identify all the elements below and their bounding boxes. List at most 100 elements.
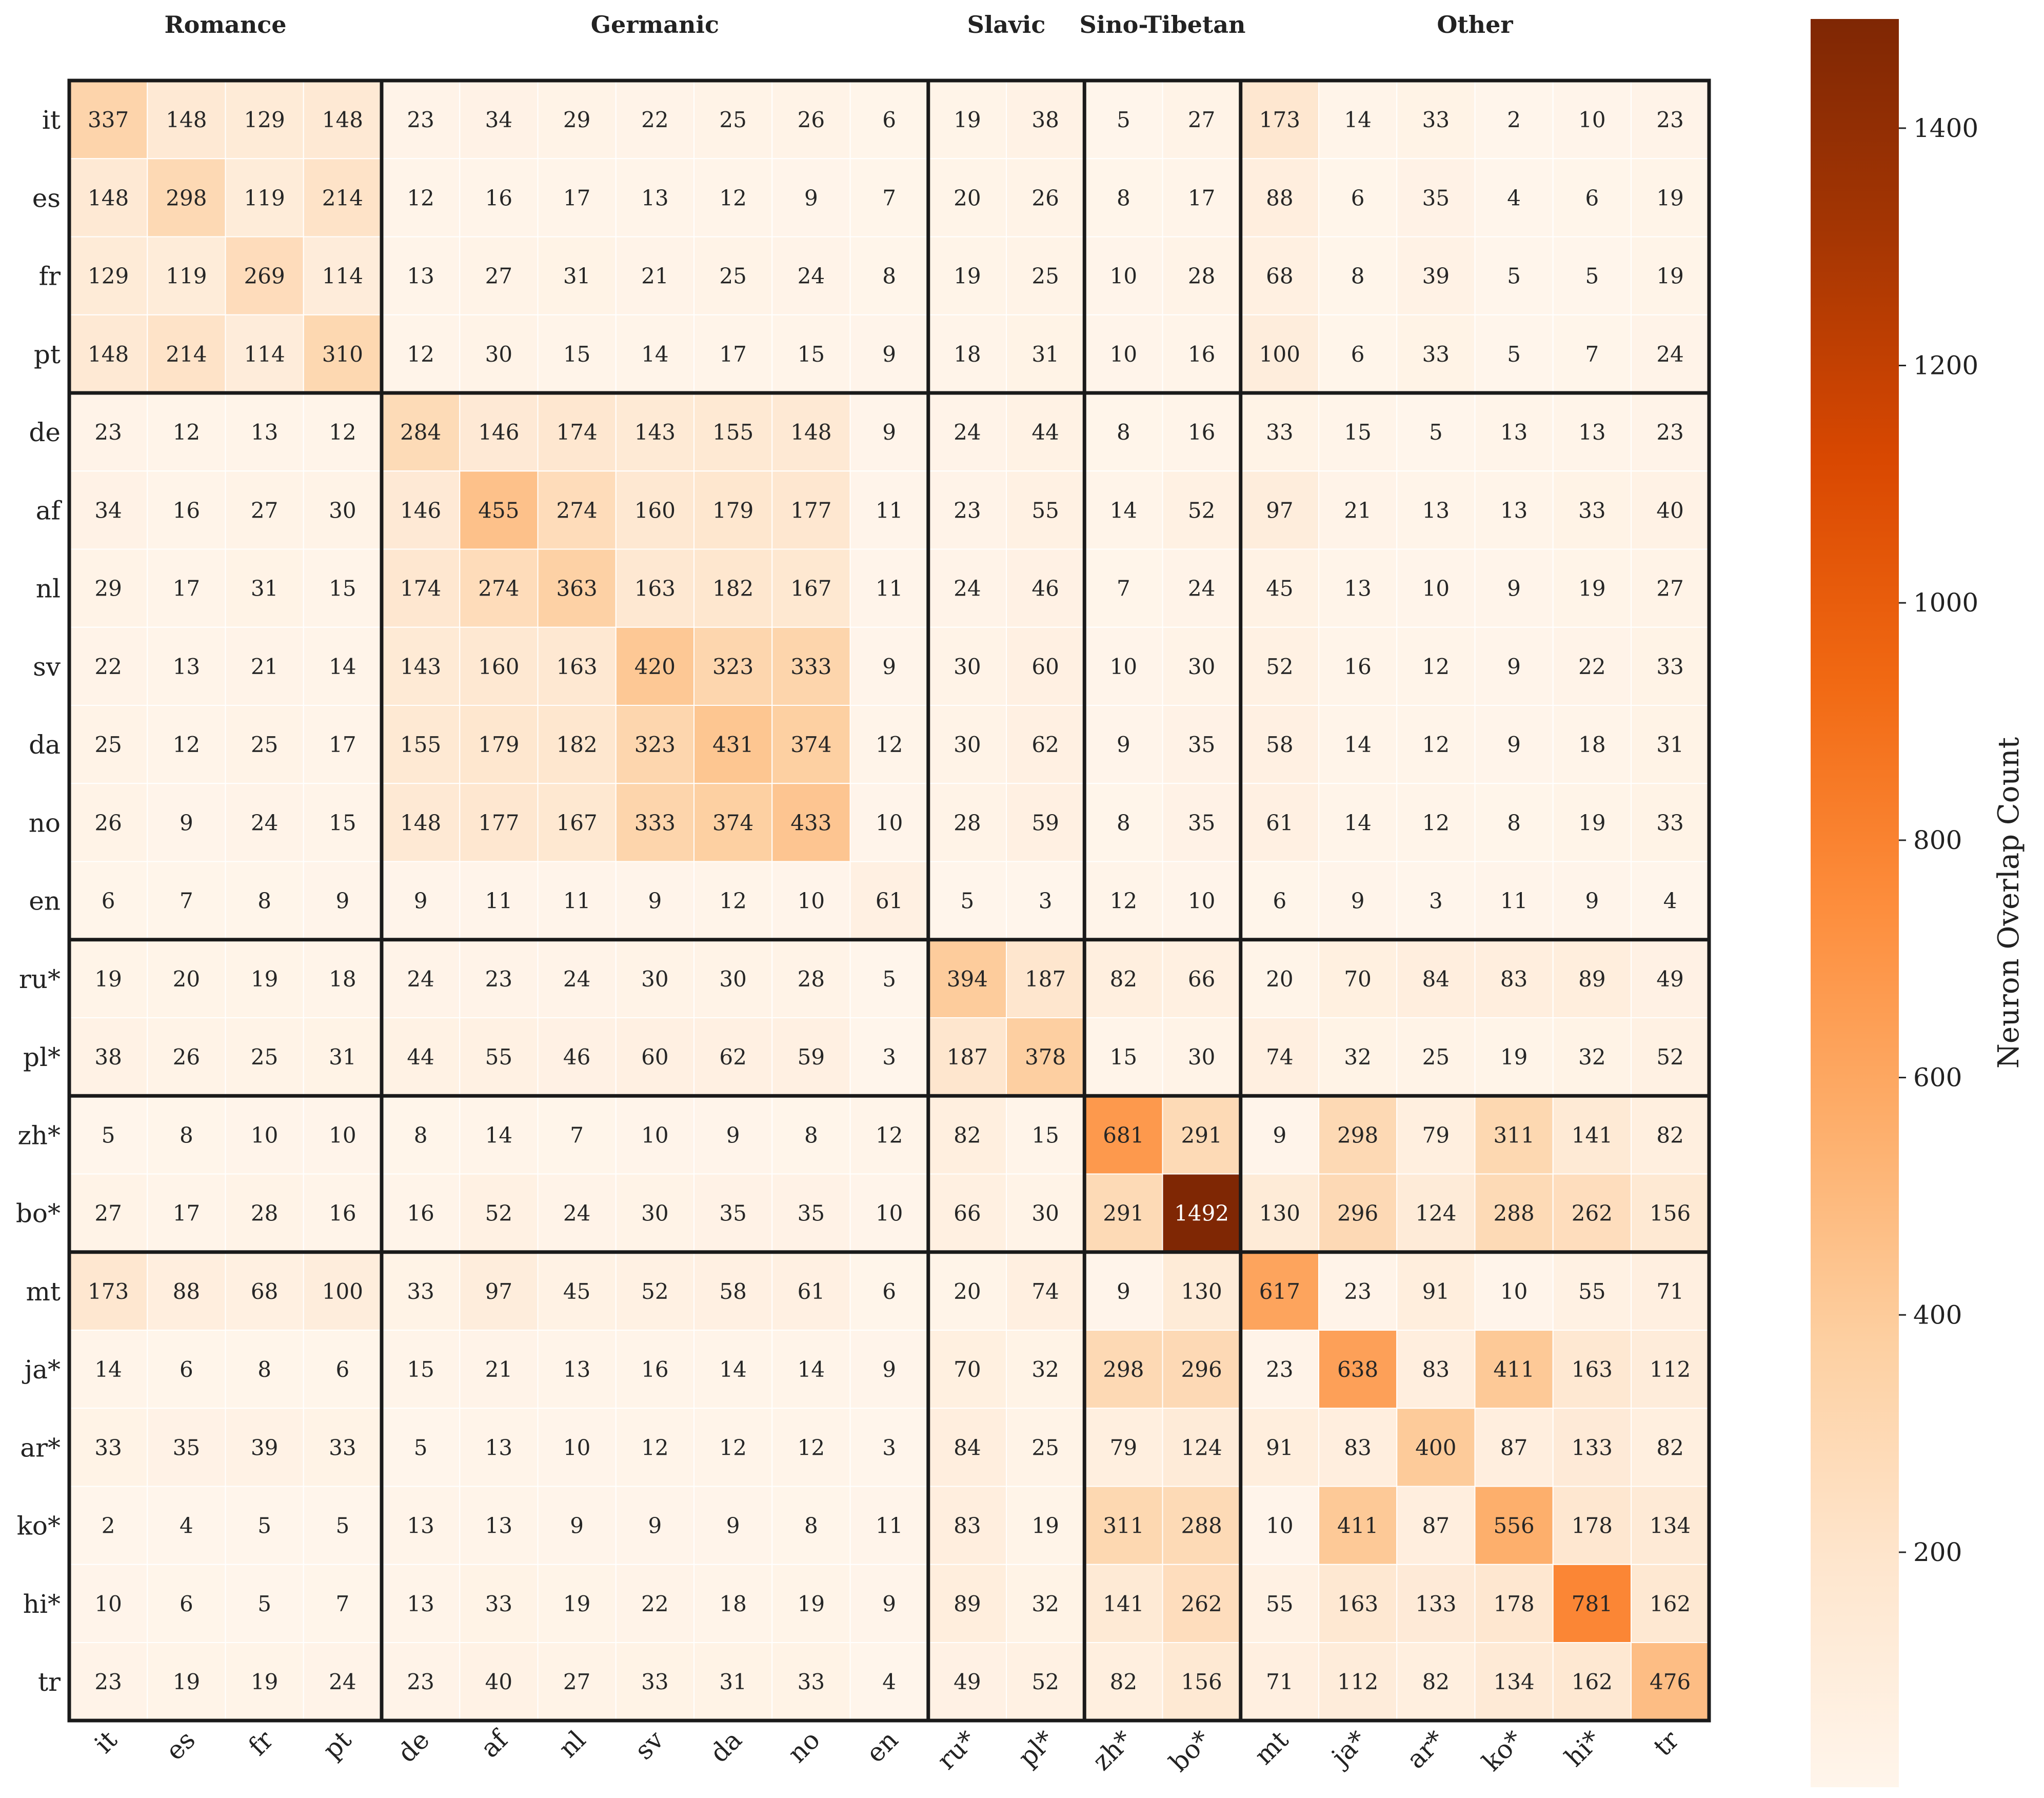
cell-ko*-pt	[303, 1486, 382, 1565]
cell-hi*-ko*	[1474, 1564, 1554, 1643]
cell-ru*-zh*	[1084, 939, 1163, 1018]
cell-label: 59	[1031, 810, 1059, 835]
x-label-bo*: bo*	[1164, 1725, 1217, 1777]
cell-label: 13	[407, 264, 434, 289]
cell-sv-es	[147, 626, 226, 706]
cell-label: 15	[1110, 1044, 1137, 1070]
cell-label: 19	[1578, 810, 1605, 835]
cell-pt-ar*	[1396, 314, 1476, 393]
cell-label: 33	[1578, 498, 1605, 523]
cell-pt-it	[69, 314, 148, 393]
cell-label: 33	[329, 1435, 356, 1460]
cell-sv-hi*	[1552, 626, 1632, 706]
cell-label: 20	[954, 185, 981, 210]
cell-label: 35	[173, 1435, 200, 1460]
cell-label: 8	[882, 264, 896, 289]
cell-label: 61	[1266, 810, 1293, 835]
cell-label: 10	[1188, 888, 1215, 914]
cell-da-bo*	[1162, 705, 1241, 784]
cell-label: 55	[1031, 498, 1059, 523]
cell-label: 33	[1422, 107, 1450, 132]
cell-ja*-pt	[303, 1330, 382, 1409]
cell-label: 12	[876, 1122, 903, 1148]
cell-nl-de	[381, 548, 461, 628]
cell-nl-fr	[225, 548, 304, 628]
cell-hi*-pl*	[1006, 1564, 1085, 1643]
cell-pl*-pl*	[1006, 1017, 1085, 1097]
cell-label: 177	[790, 498, 831, 523]
cell-no-de	[381, 783, 461, 862]
cell-label: 323	[712, 654, 753, 679]
cell-label: 17	[173, 576, 200, 601]
cell-label: 89	[1578, 966, 1605, 992]
cell-label: 8	[1117, 420, 1130, 445]
cell-label: 13	[485, 1435, 512, 1460]
cell-ru*-tr	[1631, 939, 1710, 1018]
cell-ar*-fr	[225, 1408, 304, 1487]
cell-ru*-ar*	[1396, 939, 1476, 1018]
cell-bo*-en	[849, 1173, 929, 1253]
cell-ja*-ja*	[1318, 1330, 1398, 1409]
cell-label: 30	[329, 498, 356, 523]
cell-it-ko*	[1474, 80, 1554, 160]
cell-label: 13	[641, 185, 668, 210]
cell-nl-ko*	[1474, 548, 1554, 628]
y-label-ru*: ru*	[19, 964, 61, 994]
y-label-hi*: hi*	[23, 1589, 61, 1619]
cell-label: 39	[251, 1435, 278, 1460]
cell-label: 26	[94, 810, 122, 835]
cell-label: 296	[1337, 1201, 1378, 1226]
cell-label: 3	[882, 1435, 896, 1460]
cell-hi*-ru*	[927, 1564, 1007, 1643]
cell-ja*-nl	[537, 1330, 617, 1409]
cell-nl-sv	[615, 548, 694, 628]
cell-label: 14	[1344, 810, 1371, 835]
cell-label: 9	[570, 1513, 584, 1538]
cell-bo*-mt	[1240, 1173, 1319, 1253]
cell-label: 333	[790, 654, 831, 679]
cell-bo*-zh*	[1084, 1173, 1163, 1253]
cell-label: 5	[961, 888, 975, 914]
cell-de-hi*	[1552, 392, 1632, 472]
cell-label: 400	[1415, 1435, 1456, 1460]
cell-label: 114	[244, 342, 285, 367]
cell-pl*-fr	[225, 1017, 304, 1097]
cell-no-ar*	[1396, 783, 1476, 862]
cell-label: 214	[166, 342, 207, 367]
cell-ja*-pl*	[1006, 1330, 1085, 1409]
cell-value-labels: 337 148 129 148 23 34 29 22 25 26 6 19 38 5 27 173 14 33 2…	[88, 107, 1691, 1694]
cell-label: 46	[563, 1044, 590, 1070]
cell-mt-ar*	[1396, 1251, 1476, 1331]
cell-it-es	[147, 80, 226, 160]
cell-bo*-sv	[615, 1173, 694, 1253]
cell-label: 10	[1110, 264, 1137, 289]
group-separators	[69, 81, 1710, 1721]
cell-label: 4	[1663, 888, 1677, 914]
cell-ja*-ar*	[1396, 1330, 1476, 1409]
cell-label: 13	[1422, 498, 1450, 523]
cell-es-af	[459, 158, 539, 238]
cell-label: 187	[947, 1044, 988, 1070]
cell-es-nl	[537, 158, 617, 238]
cell-zh*-pl*	[1006, 1095, 1085, 1175]
cell-label: 58	[719, 1279, 746, 1304]
cell-af-zh*	[1084, 470, 1163, 550]
cell-ko*-bo*	[1162, 1486, 1241, 1565]
cell-label: 30	[719, 966, 746, 992]
cell-label: 411	[1337, 1513, 1378, 1538]
cell-label: 556	[1494, 1513, 1535, 1538]
cell-ru*-sv	[615, 939, 694, 1018]
cell-bo*-hi*	[1552, 1173, 1632, 1253]
cell-label: 10	[329, 1122, 356, 1148]
x-label-tr: tr	[1648, 1725, 1684, 1762]
cell-label: 681	[1103, 1122, 1144, 1148]
cell-label: 8	[804, 1513, 818, 1538]
cell-pt-zh*	[1084, 314, 1163, 393]
colorbar-tick-label: 200	[1913, 1537, 1962, 1567]
cell-it-af	[459, 80, 539, 160]
cell-label: 5	[1429, 420, 1443, 445]
cell-label: 89	[954, 1591, 981, 1616]
cell-label: 6	[102, 888, 115, 914]
cell-label: 5	[1585, 264, 1599, 289]
cell-label: 10	[876, 1201, 903, 1226]
